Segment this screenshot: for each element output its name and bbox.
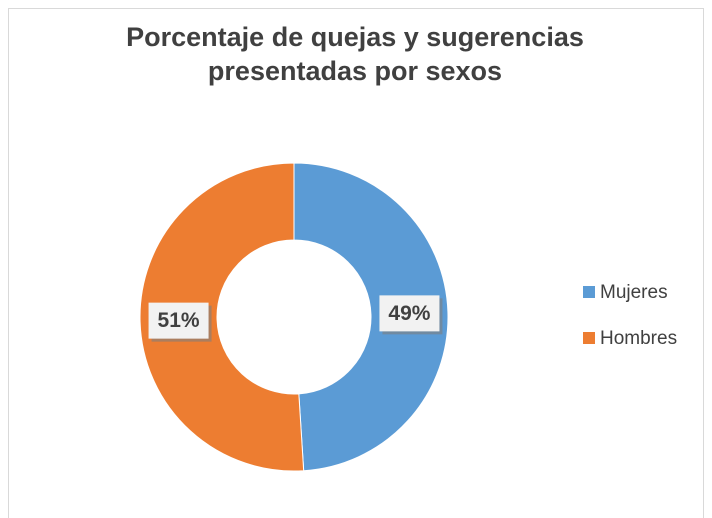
- legend-label: Hombres: [600, 328, 677, 349]
- data-label-box: [379, 295, 440, 332]
- legend-label: Mujeres: [600, 282, 668, 303]
- donut-slice: [293, 162, 449, 472]
- chart-frame: [8, 8, 704, 518]
- legend-swatch: [583, 286, 595, 298]
- data-label: 51%: [158, 309, 200, 332]
- chart-title: Porcentaje de quejas y sugerencias prese…: [126, 22, 584, 86]
- legend-swatch: [583, 332, 595, 344]
- data-label-box: [148, 302, 209, 339]
- data-label: 49%: [388, 302, 430, 325]
- donut-slice: [139, 162, 305, 472]
